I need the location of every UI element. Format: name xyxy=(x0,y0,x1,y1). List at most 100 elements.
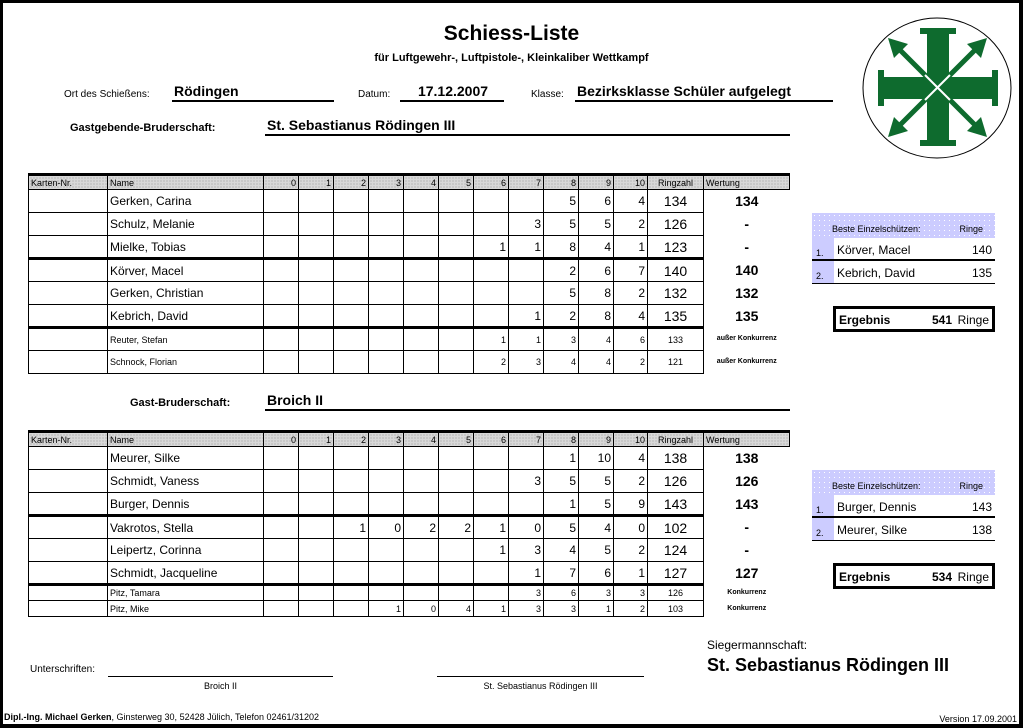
score-cell[interactable] xyxy=(263,538,299,562)
score-cell[interactable] xyxy=(298,538,334,562)
name-cell[interactable]: Meurer, Silke xyxy=(107,446,264,470)
score-cell[interactable]: 10 xyxy=(578,446,614,470)
karten-nr-cell[interactable] xyxy=(28,515,108,539)
name-cell[interactable]: Kebrich, David xyxy=(107,304,264,329)
ort-field[interactable]: Rödingen xyxy=(172,82,334,102)
score-cell[interactable]: 1 xyxy=(508,561,544,586)
karten-nr-cell[interactable] xyxy=(28,538,108,562)
score-cell[interactable] xyxy=(333,258,369,282)
score-cell[interactable] xyxy=(263,469,299,493)
karten-nr-cell[interactable] xyxy=(28,258,108,282)
score-cell[interactable] xyxy=(263,281,299,305)
score-cell[interactable] xyxy=(263,327,299,351)
score-cell[interactable]: 2 xyxy=(613,350,648,374)
score-cell[interactable] xyxy=(298,584,334,601)
score-cell[interactable]: 3 xyxy=(508,350,544,374)
score-cell[interactable]: 2 xyxy=(613,469,648,493)
score-cell[interactable] xyxy=(508,189,544,213)
score-cell[interactable] xyxy=(333,600,369,617)
score-cell[interactable]: 3 xyxy=(508,584,544,601)
score-cell[interactable] xyxy=(298,235,334,260)
score-cell[interactable]: 2 xyxy=(473,350,509,374)
score-cell[interactable] xyxy=(438,258,474,282)
score-cell[interactable] xyxy=(368,561,404,586)
score-cell[interactable]: 1 xyxy=(543,492,579,517)
score-cell[interactable]: 5 xyxy=(578,469,614,493)
score-cell[interactable]: 1 xyxy=(368,600,404,617)
score-cell[interactable]: 4 xyxy=(438,600,474,617)
score-cell[interactable] xyxy=(473,492,509,517)
score-cell[interactable] xyxy=(368,492,404,517)
score-cell[interactable] xyxy=(438,235,474,260)
score-cell[interactable] xyxy=(508,446,544,470)
score-cell[interactable] xyxy=(263,235,299,260)
score-cell[interactable]: 1 xyxy=(473,600,509,617)
score-cell[interactable]: 1 xyxy=(473,235,509,260)
score-cell[interactable] xyxy=(438,538,474,562)
score-cell[interactable] xyxy=(473,561,509,586)
score-cell[interactable]: 4 xyxy=(613,189,648,213)
score-cell[interactable] xyxy=(508,281,544,305)
score-cell[interactable]: 1 xyxy=(333,515,369,539)
score-cell[interactable]: 2 xyxy=(613,281,648,305)
name-cell[interactable]: Schmidt, Jacqueline xyxy=(107,561,264,586)
score-cell[interactable] xyxy=(403,350,439,374)
score-cell[interactable] xyxy=(333,189,369,213)
score-cell[interactable] xyxy=(368,189,404,213)
score-cell[interactable]: 6 xyxy=(578,561,614,586)
score-cell[interactable] xyxy=(403,258,439,282)
score-cell[interactable] xyxy=(368,446,404,470)
team1-name[interactable]: St. Sebastianus Rödingen III xyxy=(265,116,790,136)
score-cell[interactable]: 2 xyxy=(613,212,648,236)
score-cell[interactable]: 1 xyxy=(613,235,648,260)
score-cell[interactable]: 3 xyxy=(578,584,614,601)
score-cell[interactable] xyxy=(403,469,439,493)
score-cell[interactable]: 4 xyxy=(613,304,648,329)
score-cell[interactable]: 3 xyxy=(613,584,648,601)
score-cell[interactable]: 3 xyxy=(543,600,579,617)
score-cell[interactable]: 7 xyxy=(613,258,648,282)
team2-name[interactable]: Broich II xyxy=(265,391,790,411)
score-cell[interactable] xyxy=(438,469,474,493)
score-cell[interactable]: 8 xyxy=(578,281,614,305)
name-cell[interactable]: Reuter, Stefan xyxy=(107,327,264,351)
score-cell[interactable] xyxy=(368,327,404,351)
score-cell[interactable]: 4 xyxy=(578,327,614,351)
score-cell[interactable]: 0 xyxy=(613,515,648,539)
score-cell[interactable] xyxy=(298,492,334,517)
score-cell[interactable]: 6 xyxy=(578,258,614,282)
score-cell[interactable]: 1 xyxy=(473,327,509,351)
score-cell[interactable] xyxy=(473,212,509,236)
karten-nr-cell[interactable] xyxy=(28,469,108,493)
score-cell[interactable]: 4 xyxy=(613,446,648,470)
score-cell[interactable] xyxy=(333,446,369,470)
score-cell[interactable]: 5 xyxy=(578,492,614,517)
karten-nr-cell[interactable] xyxy=(28,189,108,213)
score-cell[interactable] xyxy=(263,515,299,539)
score-cell[interactable] xyxy=(403,492,439,517)
score-cell[interactable] xyxy=(298,446,334,470)
score-cell[interactable] xyxy=(333,327,369,351)
score-cell[interactable] xyxy=(263,446,299,470)
score-cell[interactable] xyxy=(333,281,369,305)
karten-nr-cell[interactable] xyxy=(28,446,108,470)
score-cell[interactable] xyxy=(298,281,334,305)
score-cell[interactable]: 4 xyxy=(543,538,579,562)
score-cell[interactable]: 3 xyxy=(508,600,544,617)
score-cell[interactable] xyxy=(333,350,369,374)
signature-line-broich[interactable]: Broich II xyxy=(108,676,333,691)
score-cell[interactable]: 6 xyxy=(613,327,648,351)
score-cell[interactable] xyxy=(473,258,509,282)
score-cell[interactable] xyxy=(403,561,439,586)
score-cell[interactable] xyxy=(298,258,334,282)
name-cell[interactable]: Vakrotos, Stella xyxy=(107,515,264,539)
score-cell[interactable]: 3 xyxy=(543,327,579,351)
score-cell[interactable] xyxy=(298,350,334,374)
score-cell[interactable] xyxy=(473,189,509,213)
karten-nr-cell[interactable] xyxy=(28,304,108,329)
score-cell[interactable]: 4 xyxy=(578,350,614,374)
score-cell[interactable]: 1 xyxy=(543,446,579,470)
score-cell[interactable] xyxy=(403,538,439,562)
score-cell[interactable] xyxy=(438,281,474,305)
score-cell[interactable] xyxy=(298,212,334,236)
